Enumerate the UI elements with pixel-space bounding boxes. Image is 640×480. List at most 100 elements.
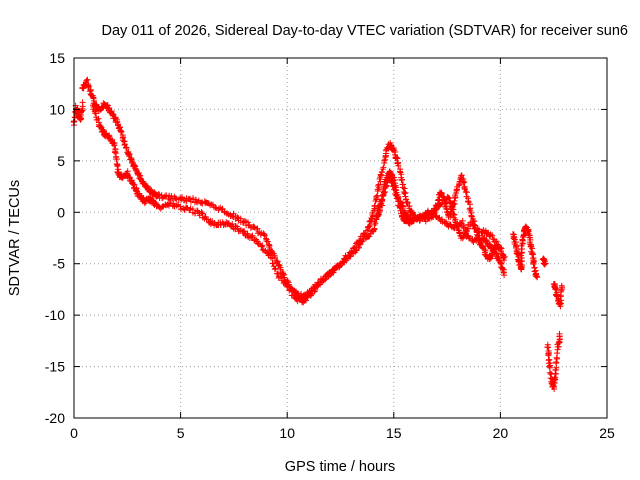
data-point (387, 142, 394, 149)
data-point (261, 232, 268, 239)
data-point (404, 200, 411, 207)
data-point (519, 245, 526, 252)
data-point (84, 76, 91, 83)
data-point (501, 257, 508, 264)
y-axis-label: SDTVAR / TECUs (7, 180, 23, 296)
data-point (173, 202, 180, 209)
data-point (241, 217, 248, 224)
data-point (470, 221, 477, 228)
data-point (312, 286, 319, 293)
data-point (492, 239, 499, 246)
data-point (556, 330, 563, 337)
data-point (347, 253, 354, 260)
data-point (381, 188, 388, 195)
data-point (401, 185, 408, 192)
data-point (381, 157, 388, 164)
data-point (461, 184, 468, 191)
data-point (315, 280, 322, 287)
data-point (447, 199, 454, 206)
data-point (553, 359, 560, 366)
data-point (379, 196, 386, 203)
data-point (251, 224, 258, 231)
data-point (534, 274, 541, 281)
data-point (319, 277, 326, 284)
data-point (118, 128, 125, 135)
data-point (445, 194, 452, 201)
data-point (248, 233, 255, 240)
data-point (460, 234, 467, 241)
data-point (551, 375, 558, 382)
x-tick-label: 25 (599, 425, 615, 441)
data-point (272, 265, 279, 272)
data-point (264, 238, 271, 245)
data-point (111, 142, 118, 149)
data-point (234, 225, 241, 232)
data-point (513, 243, 520, 250)
data-point (79, 99, 86, 106)
data-point (546, 369, 553, 376)
data-point (275, 261, 282, 268)
data-point (375, 181, 382, 188)
data-point (373, 195, 380, 202)
data-point (380, 189, 387, 196)
data-point (497, 259, 504, 266)
data-point (483, 237, 490, 244)
data-point (372, 220, 379, 227)
data-point (451, 197, 458, 204)
data-point (267, 251, 274, 258)
data-point (377, 172, 384, 179)
data-point (254, 225, 261, 232)
data-point (552, 286, 559, 293)
data-point (397, 207, 404, 214)
data-point (267, 254, 274, 261)
data-point (83, 77, 90, 84)
y-tick-label: -10 (45, 307, 65, 323)
data-point (363, 227, 370, 234)
data-point (378, 200, 385, 207)
data-point (512, 241, 519, 248)
data-point (497, 247, 504, 254)
data-point (452, 218, 459, 225)
data-point (296, 295, 303, 302)
data-point (438, 201, 445, 208)
data-point (286, 287, 293, 294)
data-point (394, 195, 401, 202)
y-tick-label: -5 (53, 256, 66, 272)
data-point (458, 172, 465, 179)
plot-frame (73, 57, 608, 419)
data-point (498, 251, 505, 258)
data-point (284, 283, 291, 290)
data-point (85, 83, 92, 90)
data-point (133, 166, 140, 173)
data-point (366, 233, 373, 240)
data-point (114, 163, 121, 170)
y-tick-label: 0 (57, 204, 65, 220)
data-point (501, 253, 508, 260)
data-point (259, 246, 266, 253)
data-point (123, 145, 130, 152)
data-point (544, 344, 551, 351)
data-point (460, 179, 467, 186)
data-point (401, 190, 408, 197)
data-point (380, 164, 387, 171)
data-point (529, 251, 536, 258)
data-point (498, 245, 505, 252)
data-point (493, 238, 500, 245)
data-point (398, 176, 405, 183)
data-point (558, 282, 565, 289)
data-point (130, 181, 137, 188)
data-point (189, 206, 196, 213)
x-tick-label: 0 (70, 425, 78, 441)
y-tick-label: 5 (57, 153, 65, 169)
data-point (178, 196, 185, 203)
data-point (474, 225, 481, 232)
x-axis-label: GPS time / hours (285, 459, 395, 475)
data-point (234, 214, 241, 221)
chart-title: Day 011 of 2026, Sidereal Day-to-day VTE… (101, 23, 628, 39)
data-point (375, 182, 382, 189)
data-point (522, 223, 529, 230)
data-point (377, 174, 384, 181)
data-point (541, 258, 548, 265)
data-point (409, 218, 416, 225)
